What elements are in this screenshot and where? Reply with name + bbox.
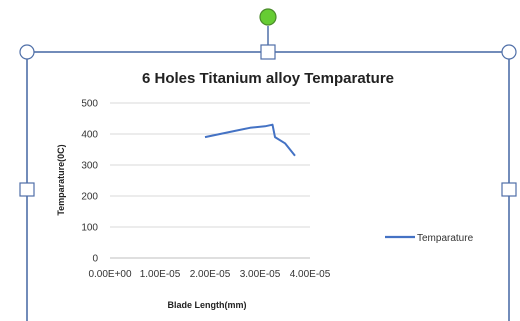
x-tick-label: 3.00E-05 xyxy=(240,269,281,280)
resize-handle-top-left[interactable] xyxy=(19,44,35,60)
x-tick-label: 4.00E-05 xyxy=(290,269,331,280)
y-tick-label: 400 xyxy=(81,130,98,141)
resize-handle-top-center[interactable] xyxy=(260,44,276,60)
y-tick-label: 500 xyxy=(81,99,98,110)
y-tick-labels: 0 100 200 300 400 500 xyxy=(81,99,98,265)
y-tick-label: 200 xyxy=(81,192,98,203)
y-tick-label: 100 xyxy=(81,223,98,234)
y-axis-label: Temparature(0C) xyxy=(56,144,66,215)
resize-handle-middle-right[interactable] xyxy=(501,182,517,197)
legend: Temparature xyxy=(385,233,474,244)
resize-handle-top-right[interactable] xyxy=(501,44,517,60)
grid-lines xyxy=(110,102,310,228)
resize-handle-middle-left[interactable] xyxy=(19,182,35,197)
series-group xyxy=(204,123,296,157)
chart-title: 6 Holes Titanium alloy Temparature xyxy=(142,70,394,87)
x-axis-label: Blade Length(mm) xyxy=(167,300,246,310)
y-tick-label: 300 xyxy=(81,161,98,172)
chart-selection-frame[interactable] xyxy=(26,51,510,321)
series-line-0[interactable] xyxy=(204,123,296,157)
y-tick-label: 0 xyxy=(92,254,98,265)
x-tick-label: 0.00E+00 xyxy=(88,269,132,280)
x-tick-labels: 0.00E+00 1.00E-05 2.00E-05 3.00E-05 4.00E-05 xyxy=(88,269,330,280)
x-tick-label: 1.00E-05 xyxy=(140,269,181,280)
x-tick-label: 2.00E-05 xyxy=(190,269,231,280)
legend-label: Temparature xyxy=(417,233,474,244)
rotate-handle[interactable] xyxy=(259,8,277,26)
